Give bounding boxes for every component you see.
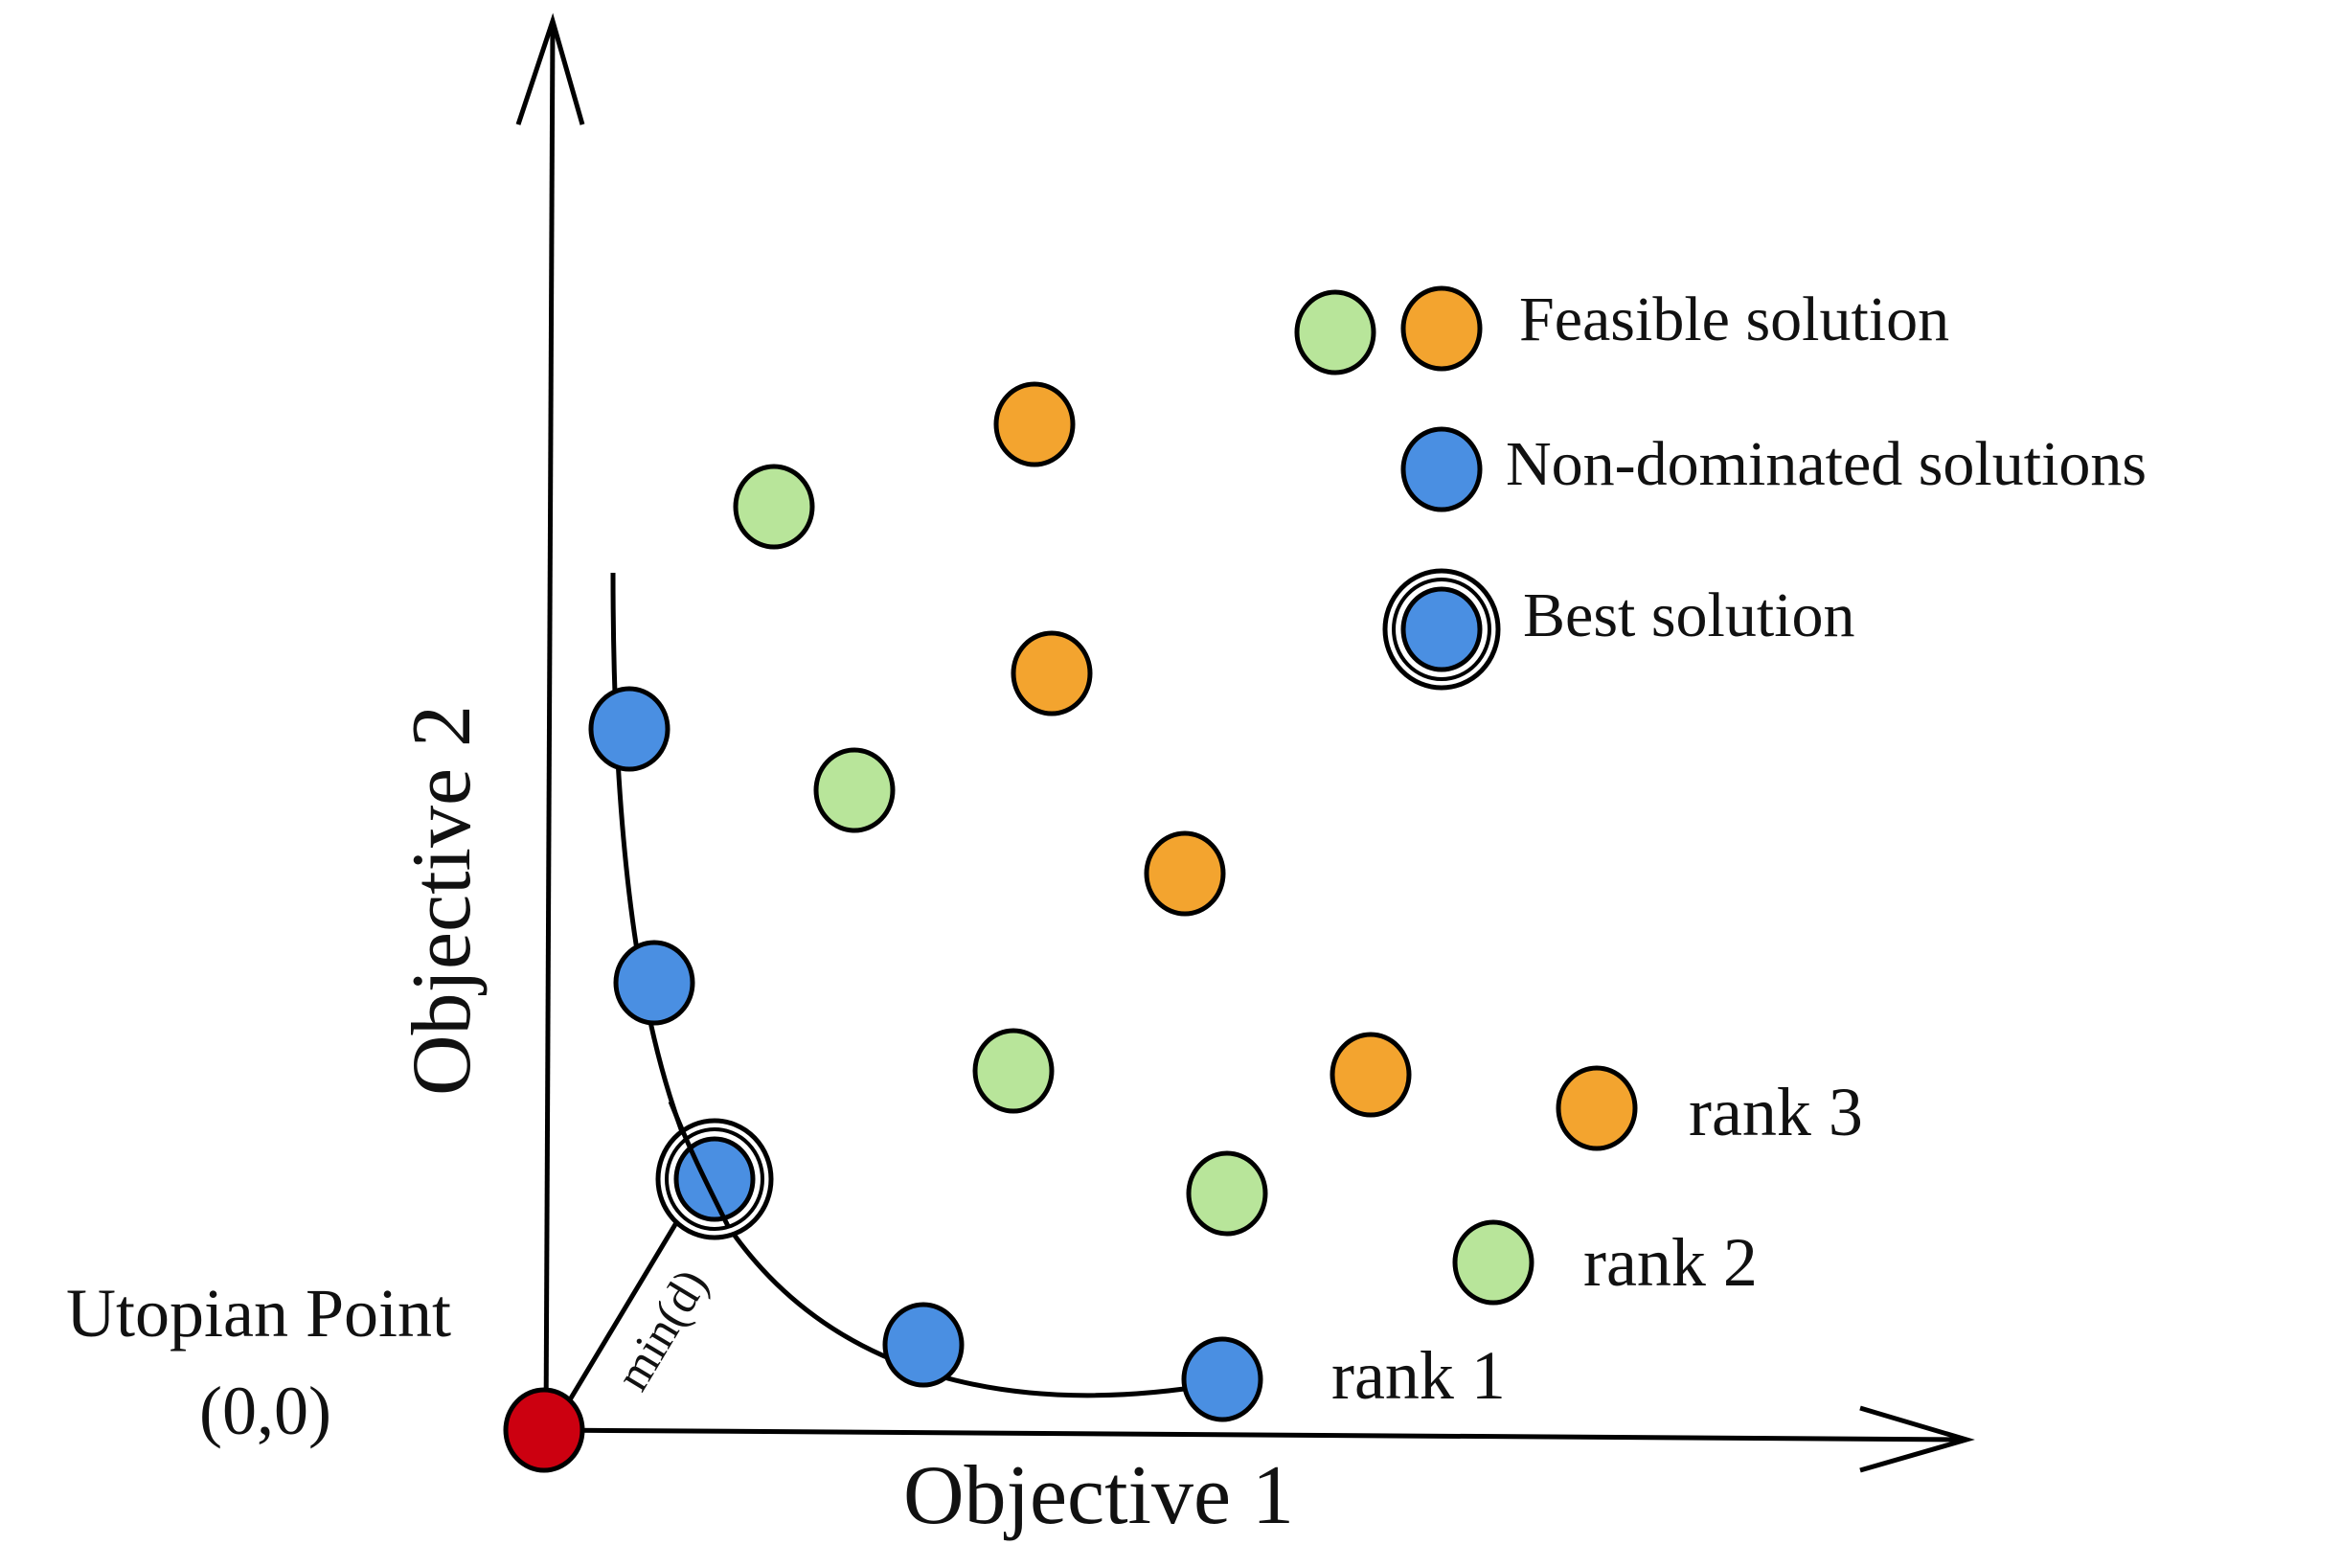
legend-non-dominated-label: Non-dominated solutions (1506, 429, 2147, 499)
legend: Feasible solution Non-dominated solution… (1382, 284, 2147, 691)
rank1-points (588, 686, 1263, 1422)
x-axis-line (545, 1427, 1967, 1443)
rank2-point (813, 747, 896, 833)
rank3-label: rank 3 (1689, 1074, 1863, 1150)
rank3-point (1011, 630, 1093, 716)
utopian-point-coords: (0,0) (199, 1373, 331, 1449)
y-axis-line (543, 20, 556, 1431)
utopian-point-label: Utopian Point (66, 1275, 451, 1352)
rank1-point (882, 1302, 965, 1388)
rank2-point (972, 1028, 1055, 1114)
legend-non-dominated-dot (1400, 426, 1483, 512)
rank3-point (1400, 285, 1483, 372)
legend-best-dot (1400, 586, 1483, 672)
rank2-point (1294, 289, 1376, 375)
rank2-point (1452, 1219, 1534, 1306)
best-solution-point (655, 1118, 774, 1240)
axes (515, 12, 1975, 1473)
min-distance-label: min(d) (604, 1260, 717, 1398)
rank1-label: rank 1 (1331, 1337, 1506, 1414)
y-axis-label: Objective 2 (396, 705, 489, 1096)
rank2-points (733, 289, 1534, 1306)
rank1-point (588, 686, 670, 772)
rank3-points (993, 285, 1638, 1151)
rank2-point (733, 464, 815, 550)
min-distance-line (560, 1210, 686, 1413)
rank-labels: rank 3 rank 2 rank 1 (1331, 1074, 1863, 1414)
pareto-front-curve-overlay (668, 1101, 731, 1228)
utopian-point (503, 1387, 585, 1473)
pareto-front-curve (610, 572, 1217, 1398)
legend-best-label: Best solution (1523, 580, 1855, 650)
rank3-point (1330, 1032, 1412, 1118)
rank3-point (993, 381, 1076, 467)
legend-feasible-label: Feasible solution (1519, 284, 1949, 354)
x-axis-arrow-icon (1859, 1405, 1975, 1473)
y-axis-arrow-icon (515, 12, 585, 125)
rank1-point (613, 940, 695, 1026)
rank3-point (1144, 830, 1226, 917)
rank2-label: rank 2 (1583, 1224, 1758, 1301)
best-solution-dot (673, 1136, 756, 1222)
rank1-point (1181, 1336, 1263, 1422)
x-axis-label: Objective 1 (903, 1449, 1294, 1542)
rank3-point (1556, 1065, 1638, 1151)
rank2-point (1186, 1150, 1268, 1237)
